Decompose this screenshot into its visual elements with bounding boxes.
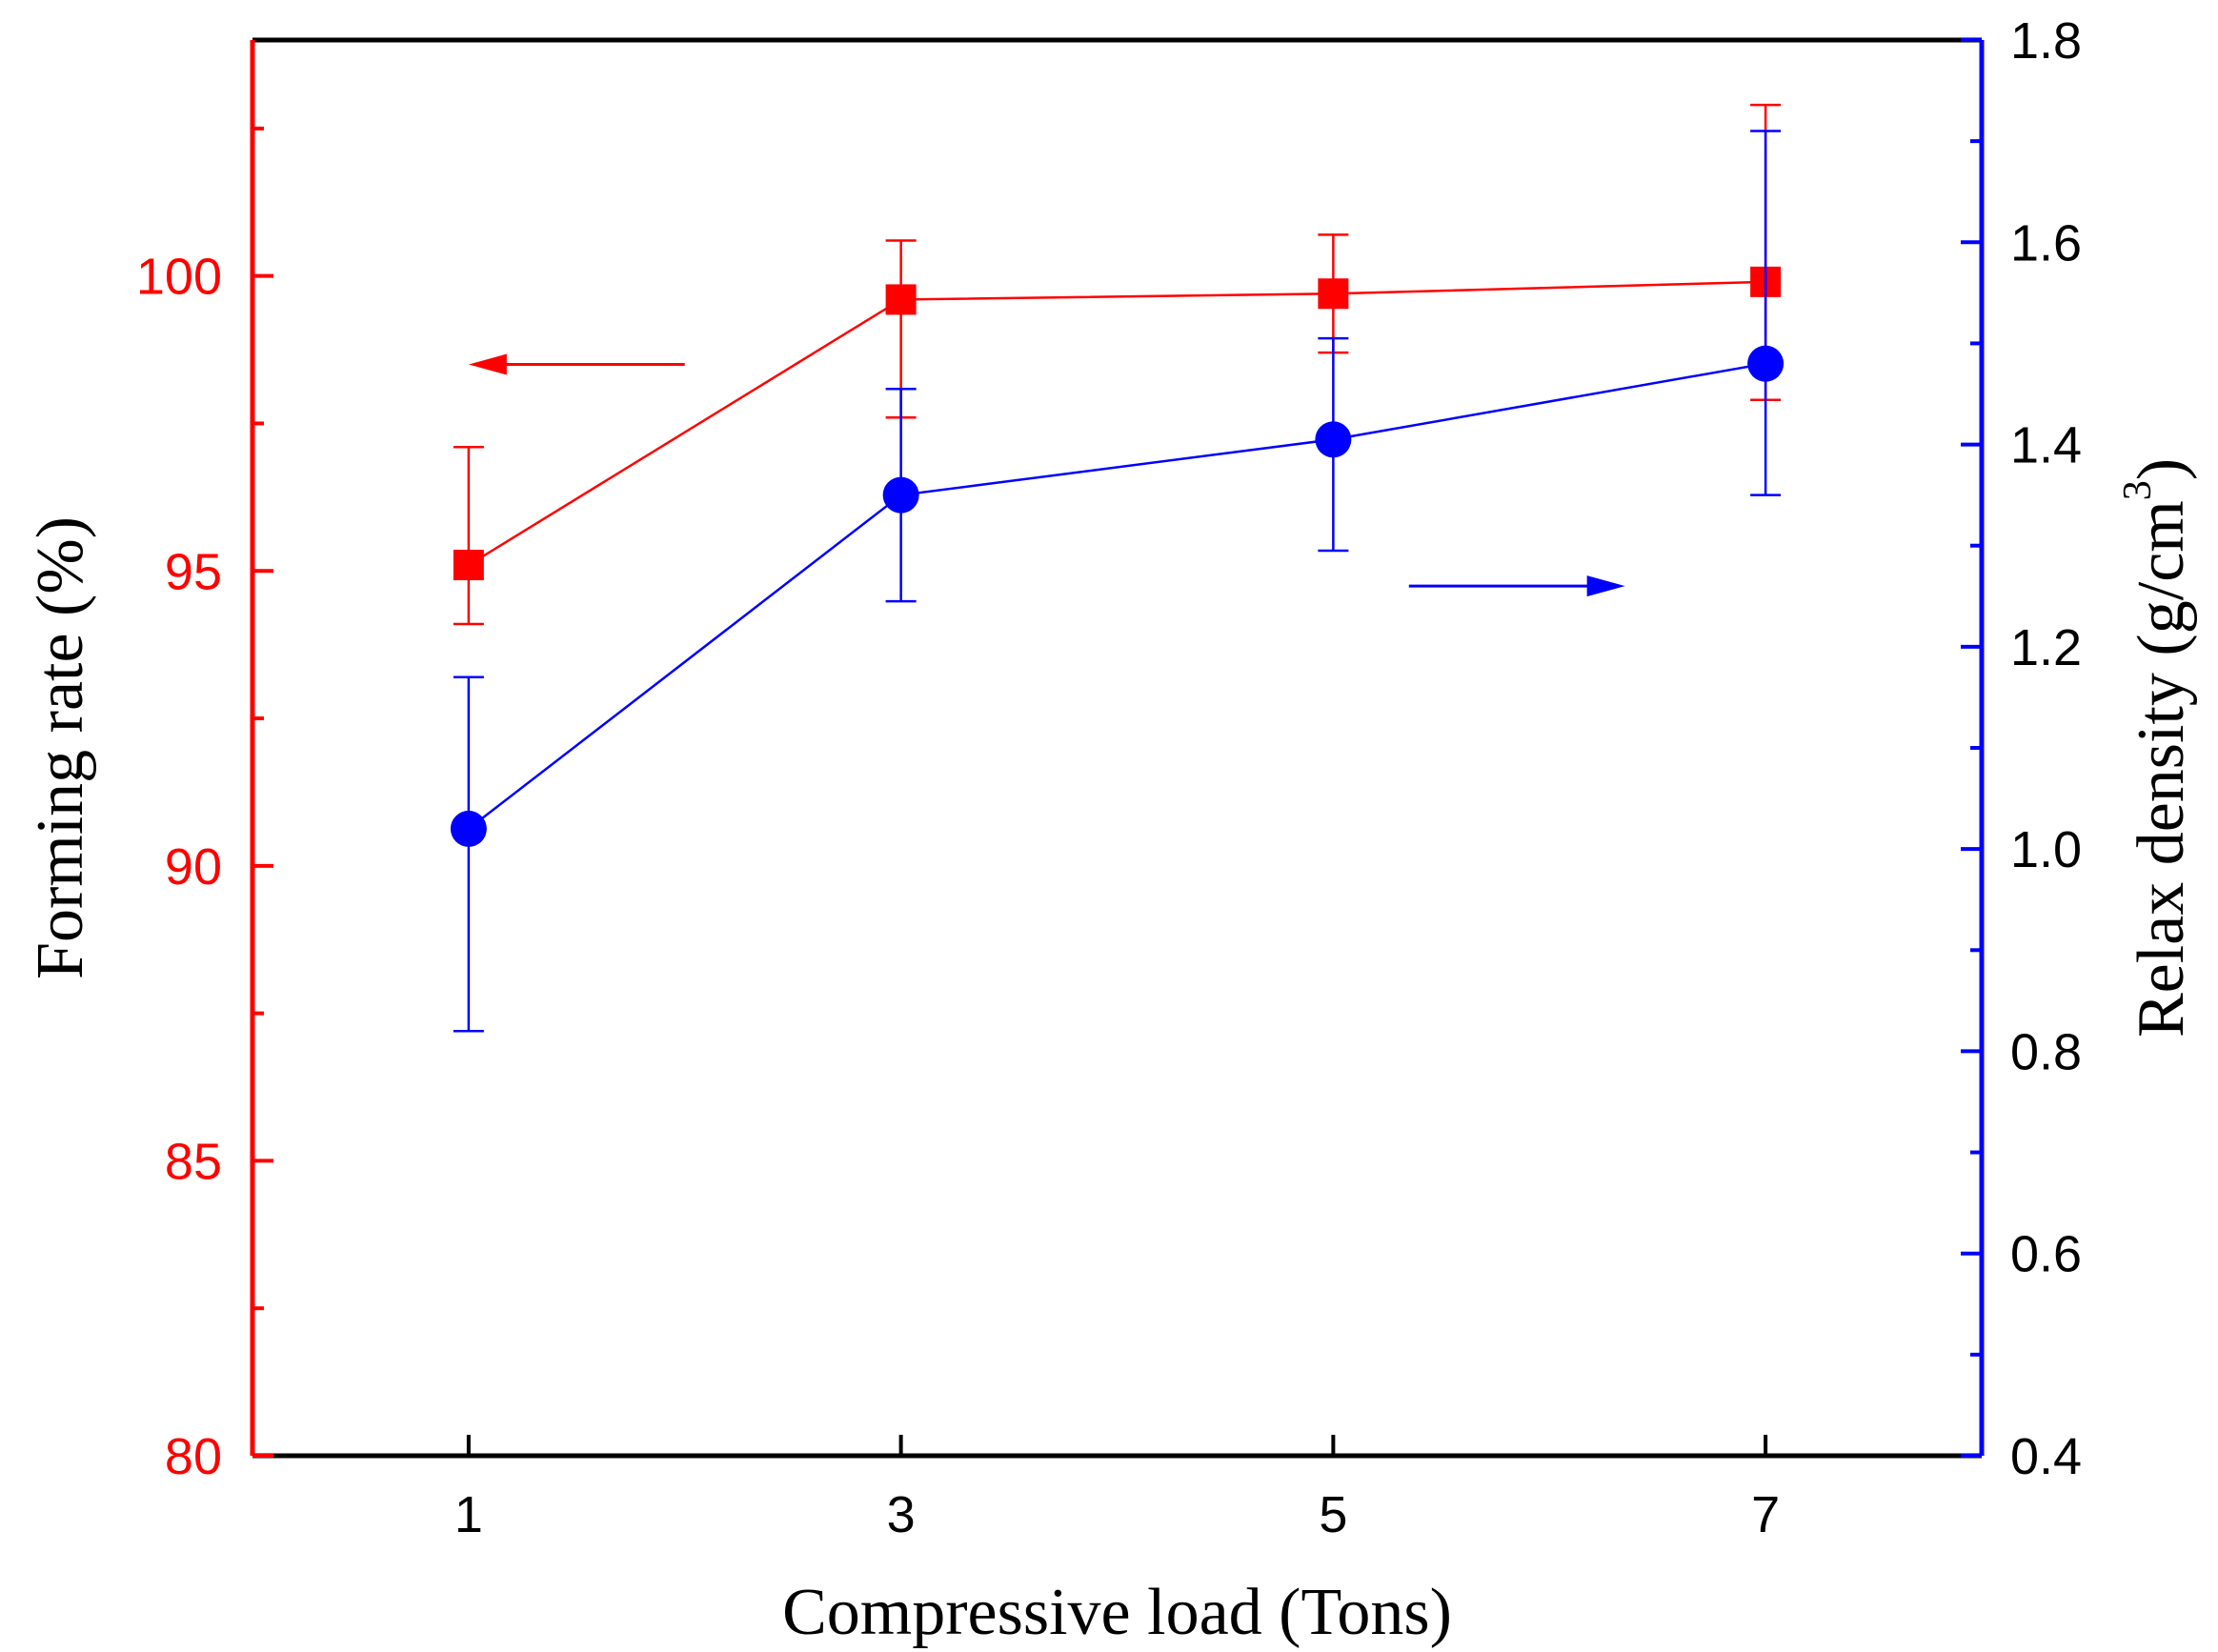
left-y-tick-label: 90 (165, 838, 222, 896)
indicator-arrows (468, 353, 1625, 597)
data-point-circle (450, 810, 487, 847)
right-y-axis-title-close: ) (2125, 458, 2198, 480)
data-point-circle (1747, 345, 1784, 382)
left-y-tick-label: 80 (165, 1428, 222, 1485)
series-relax-density (450, 130, 1784, 1033)
x-tick-label: 5 (1319, 1486, 1347, 1543)
data-point-square (1318, 278, 1349, 310)
right-y-tick-label: 1.4 (2010, 417, 2082, 474)
left-y-tick-label: 85 (165, 1133, 222, 1190)
left-y-axis-ticks: 80 85 90 95 100 (136, 126, 273, 1485)
data-point-circle (882, 476, 919, 514)
x-axis-ticks: 1 3 5 7 (454, 1435, 1780, 1543)
right-y-tick-label: 1.8 (2010, 12, 2082, 70)
data-point-circle (1315, 421, 1352, 458)
x-axis-title: Compressive load (Tons) (782, 1576, 1452, 1649)
plot-frame (250, 37, 1985, 1459)
right-y-axis-ticks: 0.4 0.6 0.8 1.0 1.2 1.4 1.6 1.8 (1961, 12, 2082, 1485)
right-y-axis-title: Relax density (g/cm3) (2116, 458, 2198, 1038)
x-tick-label: 1 (454, 1486, 483, 1543)
data-point-square (885, 284, 917, 315)
right-y-tick-label: 0.6 (2010, 1226, 2082, 1283)
right-y-tick-label: 1.2 (2010, 619, 2082, 676)
series-line (468, 362, 1766, 830)
series-line (468, 280, 1766, 567)
right-y-tick-label: 0.4 (2010, 1428, 2082, 1485)
data-point-square (453, 550, 484, 581)
right-y-axis-title-superscript: 3 (2116, 480, 2160, 500)
left-y-axis-title: Forming rate (%) (24, 516, 97, 979)
left-y-tick-label: 95 (165, 543, 222, 600)
left-y-tick-label: 100 (136, 249, 222, 306)
series-layer (450, 103, 1784, 1033)
x-tick-label: 3 (887, 1486, 916, 1543)
right-y-tick-label: 1.6 (2010, 214, 2082, 272)
right-y-axis-title-main: Relax density (g/cm (2125, 500, 2198, 1038)
right-y-tick-label: 0.8 (2010, 1023, 2082, 1080)
right-arrowhead (1586, 575, 1625, 597)
left-arrowhead (468, 353, 507, 375)
x-tick-label: 7 (1751, 1486, 1780, 1543)
right-y-tick-label: 1.0 (2010, 821, 2082, 878)
